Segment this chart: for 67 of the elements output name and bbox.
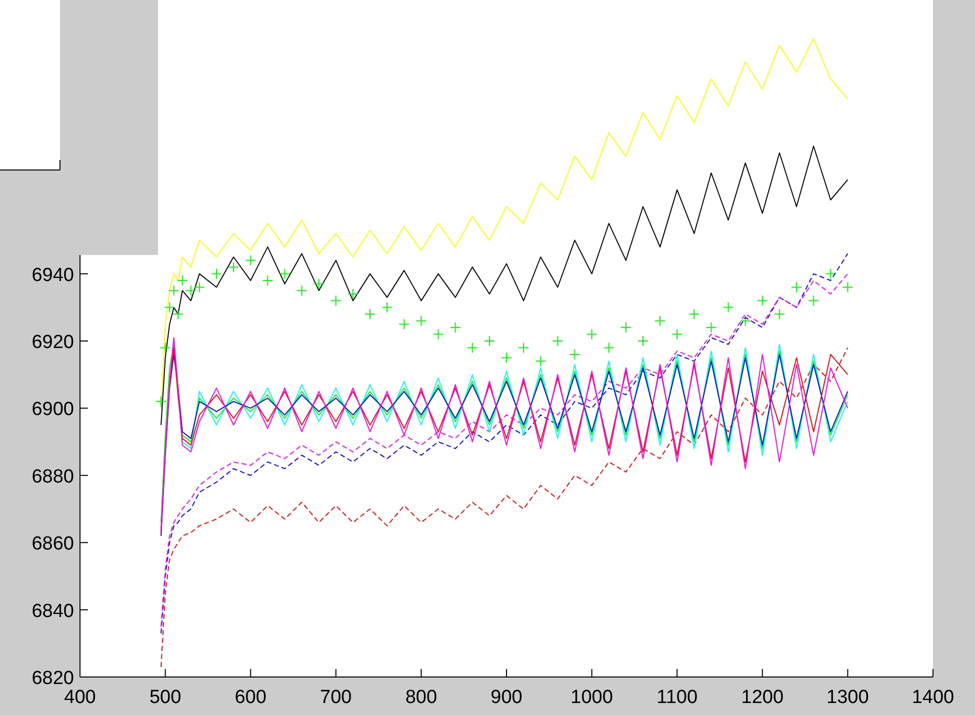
line-series — [160, 38, 848, 409]
point — [756, 295, 768, 306]
x-tick-label: 1400 — [912, 687, 954, 708]
point — [518, 342, 530, 354]
y-tick-label: 6880 — [32, 466, 74, 488]
y-tick-label: 6860 — [32, 534, 74, 555]
point — [432, 328, 444, 340]
point — [774, 308, 785, 320]
x-tick-label: 1100 — [656, 687, 698, 708]
point — [398, 318, 410, 330]
y-tick-label: 6820 — [32, 668, 74, 689]
point — [228, 262, 240, 273]
x-tick-label: 800 — [405, 687, 438, 708]
point — [416, 315, 427, 326]
x-tick-label: 900 — [490, 687, 522, 708]
point — [569, 348, 580, 360]
point — [791, 282, 802, 293]
point — [501, 352, 512, 364]
x-tick-label: 1200 — [741, 687, 784, 708]
point — [808, 295, 820, 306]
point — [706, 322, 717, 334]
point — [185, 285, 196, 296]
point — [637, 336, 648, 346]
point — [450, 322, 461, 334]
point — [296, 285, 308, 296]
point — [262, 275, 274, 286]
point — [825, 268, 836, 280]
point — [210, 268, 222, 280]
x-tick-label: 600 — [234, 687, 266, 708]
x-tick-label: 1000 — [570, 687, 613, 708]
point — [382, 302, 393, 313]
point — [313, 278, 324, 290]
point — [688, 308, 700, 320]
point — [160, 342, 171, 354]
point — [654, 315, 666, 326]
point — [722, 302, 734, 313]
point — [484, 336, 495, 346]
point — [347, 288, 358, 300]
x-tick-label: 700 — [320, 687, 352, 708]
point — [176, 275, 188, 286]
point — [586, 328, 598, 340]
point — [620, 322, 632, 334]
point — [164, 302, 176, 313]
point — [740, 315, 751, 326]
point — [552, 336, 564, 346]
point — [603, 342, 614, 354]
point — [172, 308, 184, 320]
point — [842, 282, 854, 293]
point — [245, 254, 256, 266]
point — [364, 308, 376, 320]
line-series — [160, 347, 848, 668]
x-tick-label: 1300 — [826, 687, 869, 708]
point — [535, 356, 546, 367]
y-tick-label: 6940 — [32, 264, 74, 286]
point — [466, 342, 478, 354]
y-tick-label: 6900 — [32, 399, 74, 420]
point — [330, 295, 342, 306]
x-tick-label: 500 — [149, 687, 182, 708]
point — [156, 396, 167, 407]
line-series — [160, 146, 848, 426]
point — [168, 285, 180, 296]
x-tick-label: 400 — [64, 687, 96, 708]
y-tick-label: 6920 — [32, 332, 74, 353]
point — [672, 328, 683, 340]
y-tick-label: 6840 — [32, 600, 74, 622]
point — [194, 282, 205, 293]
point — [279, 268, 290, 280]
